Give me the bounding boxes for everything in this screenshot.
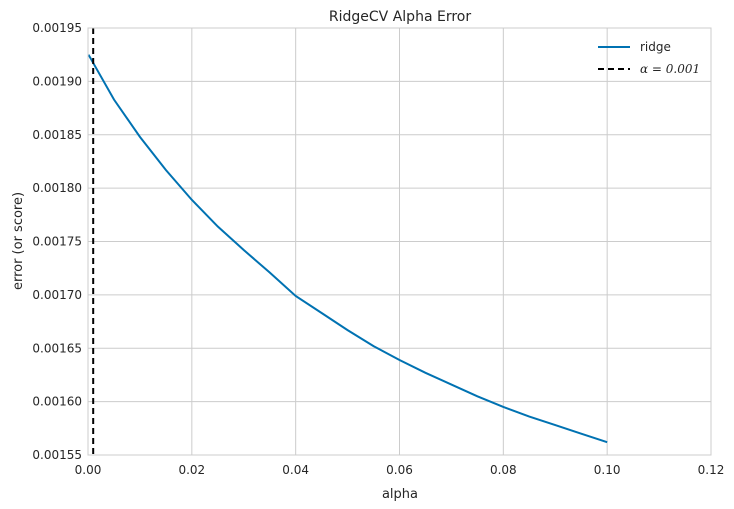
legend-ridge-label: ridge bbox=[640, 40, 671, 54]
x-tick-label: 0.08 bbox=[490, 463, 517, 477]
y-tick-label: 0.00190 bbox=[32, 74, 82, 88]
legend-alpha-label: α = 0.001 bbox=[640, 62, 700, 76]
y-tick-label: 0.00185 bbox=[32, 128, 82, 142]
x-tick-label: 0.06 bbox=[386, 463, 413, 477]
x-tick-label: 0.04 bbox=[282, 463, 309, 477]
x-tick-label: 0.00 bbox=[75, 463, 102, 477]
plot-content bbox=[87, 28, 608, 455]
x-tick-label: 0.12 bbox=[698, 463, 725, 477]
chart-title: RidgeCV Alpha Error bbox=[329, 9, 471, 25]
x-axis-label: alpha bbox=[382, 487, 418, 502]
y-tick-label: 0.00195 bbox=[32, 21, 82, 35]
y-tick-label: 0.00180 bbox=[32, 181, 82, 195]
y-axis-label: error (or score) bbox=[11, 192, 26, 290]
y-tick-label: 0.00175 bbox=[32, 235, 82, 249]
series-line-ridge bbox=[87, 54, 608, 444]
x-axis-ticks: 0.00 0.02 0.04 0.06 0.08 0.10 0.12 bbox=[75, 463, 725, 477]
y-tick-label: 0.00160 bbox=[32, 395, 82, 409]
legend: ridge α = 0.001 bbox=[598, 40, 700, 76]
y-tick-label: 0.00155 bbox=[32, 448, 82, 462]
plot-frame bbox=[87, 27, 712, 456]
y-tick-label: 0.00165 bbox=[32, 341, 82, 355]
x-tick-label: 0.02 bbox=[178, 463, 205, 477]
y-axis-ticks: 0.00155 0.00160 0.00165 0.00170 0.00175 0.001… bbox=[32, 21, 82, 462]
x-tick-label: 0.10 bbox=[594, 463, 621, 477]
y-tick-label: 0.00170 bbox=[32, 288, 82, 302]
